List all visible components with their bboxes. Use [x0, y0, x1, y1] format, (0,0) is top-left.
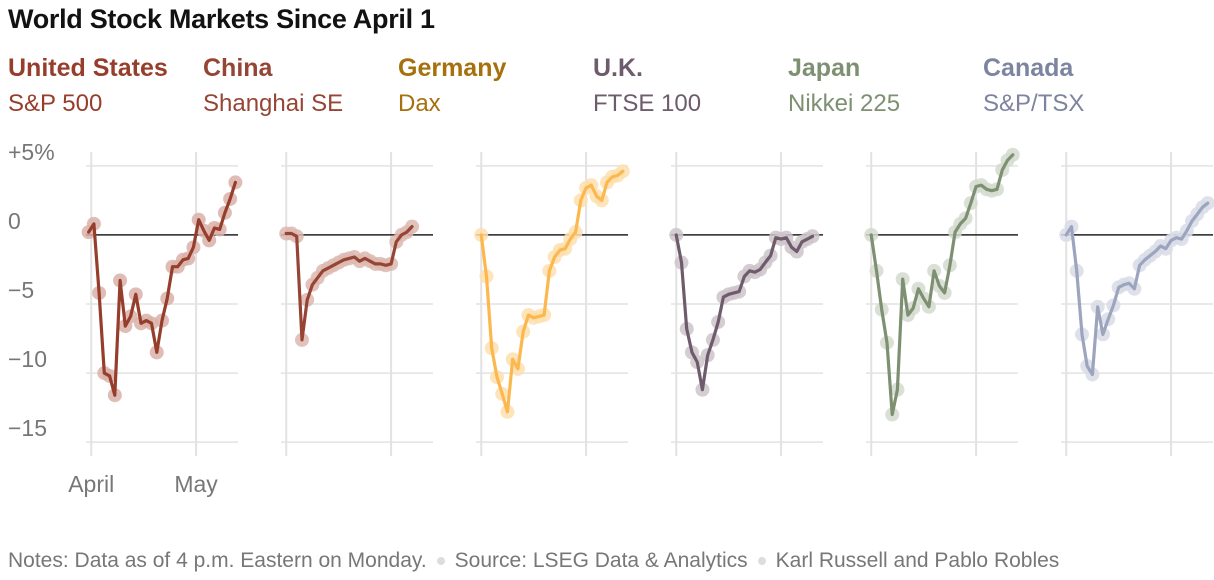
index-label: FTSE 100 — [593, 90, 701, 117]
footer: Notes: Data as of 4 p.m. Eastern on Mond… — [8, 549, 1059, 573]
y-tick-label: −15 — [8, 415, 47, 441]
x-tick-label: May — [174, 471, 218, 497]
x-tick-label: April — [68, 471, 114, 497]
panel-germany: Germany Dax — [398, 54, 630, 456]
country-label: Japan — [788, 54, 860, 82]
index-label: Dax — [398, 90, 441, 117]
index-label: Nikkei 225 — [788, 90, 900, 117]
chart-title: World Stock Markets Since April 1 — [8, 4, 435, 34]
panel-u-k: U.K. FTSE 100 — [593, 54, 823, 456]
panel-china: China Shanghai SE — [203, 54, 433, 456]
series-line — [479, 169, 625, 414]
y-tick-label: +5% — [8, 139, 55, 165]
series-line — [284, 225, 414, 342]
series-line — [1064, 201, 1210, 377]
panel-canada: Canada S&P/TSX — [983, 54, 1214, 456]
y-tick-label: 0 — [8, 208, 21, 234]
panel-japan: Japan Nikkei 225 — [788, 54, 1020, 456]
index-label: S&P/TSX — [983, 90, 1084, 117]
index-label: S&P 500 — [8, 90, 102, 117]
y-tick-label: −5 — [8, 277, 34, 303]
separator-dot-icon — [757, 557, 766, 566]
separator-dot-icon — [436, 557, 445, 566]
series-line — [87, 180, 237, 397]
country-label: United States — [8, 54, 168, 82]
panel-united-states: United States S&P 500 +5% 0 −5 −10 −15 April May — [8, 54, 243, 497]
footer-credit: Karl Russell and Pablo Robles — [775, 549, 1060, 572]
country-label: U.K. — [593, 54, 643, 82]
y-tick-label: −10 — [8, 346, 47, 372]
small-multiples-chart: United States S&P 500 +5% 0 −5 −10 −15 April May… — [8, 54, 1214, 497]
footer-notes: Notes: Data as of 4 p.m. Eastern on Mond… — [8, 549, 427, 572]
country-label: Germany — [398, 54, 506, 82]
footer-source: Source: LSEG Data & Analytics — [454, 549, 748, 572]
country-label: Canada — [983, 54, 1074, 82]
series-line — [869, 153, 1015, 417]
series-line — [674, 233, 815, 392]
country-label: China — [203, 54, 274, 82]
index-label: Shanghai SE — [203, 90, 343, 117]
